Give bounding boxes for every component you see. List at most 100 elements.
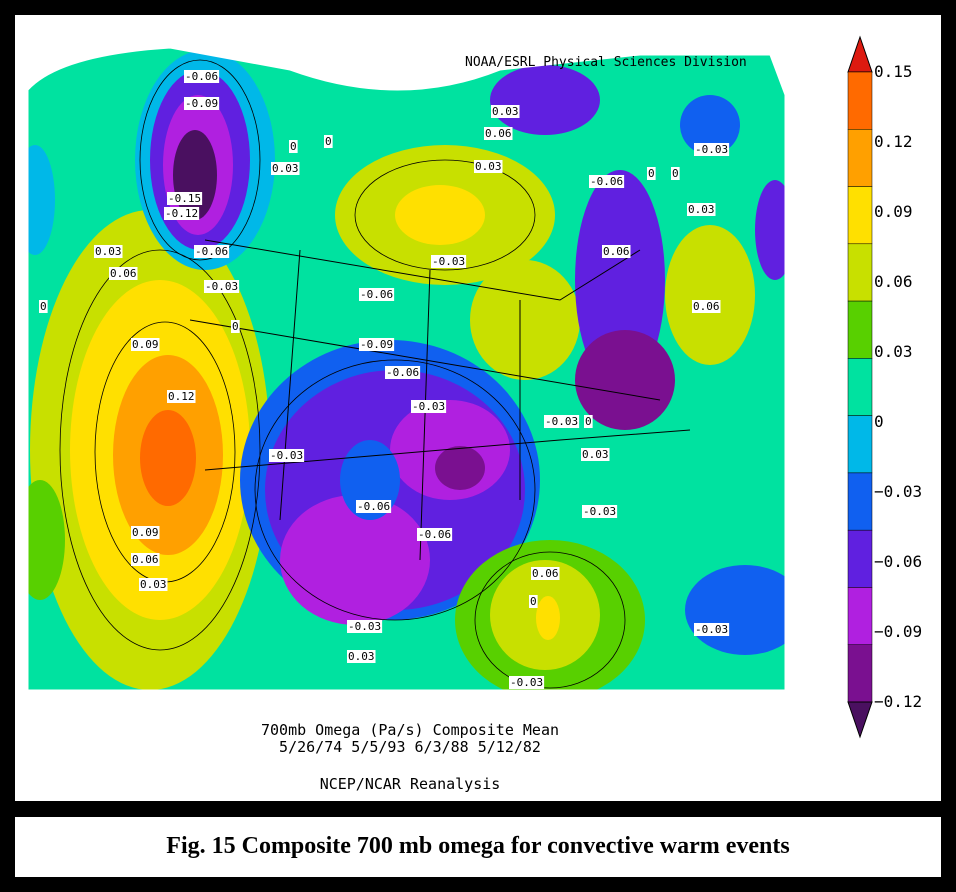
contour-label: 0 xyxy=(647,167,656,180)
contour-label: -0.03 xyxy=(269,449,305,462)
contour-labels: -0.06 -0.09 -0.15 -0.12 -0.06 -0.03 0.03 0.06 0 0… xyxy=(39,70,730,689)
contour-label: 0.03 xyxy=(139,578,168,591)
contour-label: 0 xyxy=(671,167,680,180)
svg-text:0.03: 0.03 xyxy=(492,105,519,118)
svg-text:-0.15: -0.15 xyxy=(168,192,201,205)
svg-text:0.03: 0.03 xyxy=(95,245,122,258)
contour-label: -0.15 xyxy=(167,192,203,205)
svg-text:-0.06: -0.06 xyxy=(185,70,218,83)
svg-text:0.12: 0.12 xyxy=(168,390,195,403)
svg-text:0: 0 xyxy=(290,140,297,153)
svg-text:-0.03: -0.03 xyxy=(583,505,616,518)
data-credit: NOAA/ESRL Physical Sciences Division xyxy=(465,55,747,70)
contour-label: -0.03 xyxy=(544,415,580,428)
contour-label: 0 xyxy=(324,135,333,148)
contour-label: 0 xyxy=(289,140,298,153)
svg-text:-0.03: -0.03 xyxy=(510,676,543,689)
contour-label: 0.06 xyxy=(692,300,721,313)
colorbar-tick-label: 0.12 xyxy=(874,132,913,151)
contour-label: -0.06 xyxy=(184,70,220,83)
svg-text:-0.06: -0.06 xyxy=(360,288,393,301)
svg-text:0.06: 0.06 xyxy=(532,567,559,580)
colorbar-tick-label: −0.03 xyxy=(874,482,923,501)
colorbar-segment xyxy=(847,300,873,359)
colorbar-max-arrow xyxy=(847,35,873,73)
colorbar-segment xyxy=(847,644,873,703)
contour-label: 0.03 xyxy=(347,650,376,663)
contour-label: -0.06 xyxy=(356,500,392,513)
title-line-1: 700mb Omega (Pa/s) Composite Mean xyxy=(260,721,559,739)
svg-text:0: 0 xyxy=(585,415,592,428)
svg-text:0.06: 0.06 xyxy=(603,245,630,258)
svg-text:-0.03: -0.03 xyxy=(432,255,465,268)
svg-text:0.06: 0.06 xyxy=(693,300,720,313)
source-label: NCEP/NCAR Reanalysis xyxy=(319,775,501,793)
svg-text:-0.09: -0.09 xyxy=(360,338,393,351)
contour-label: -0.03 xyxy=(204,280,240,293)
contour-label: 0.12 xyxy=(167,390,196,403)
contour-label: -0.03 xyxy=(694,143,730,156)
colorbar-tick-label: 0.09 xyxy=(874,202,913,221)
svg-text:-0.03: -0.03 xyxy=(695,143,728,156)
svg-text:0.03: 0.03 xyxy=(475,160,502,173)
svg-text:-0.09: -0.09 xyxy=(185,97,218,110)
contour-label: 0.06 xyxy=(109,267,138,280)
svg-text:0.03: 0.03 xyxy=(582,448,609,461)
svg-text:0: 0 xyxy=(648,167,655,180)
contour-label: -0.03 xyxy=(347,620,383,633)
contour-label: 0 xyxy=(529,595,538,608)
contour-label: -0.03 xyxy=(509,676,545,689)
svg-text:0.06: 0.06 xyxy=(132,553,159,566)
contour-label: -0.06 xyxy=(417,528,453,541)
svg-text:0.06: 0.06 xyxy=(485,127,512,140)
svg-text:0: 0 xyxy=(40,300,47,313)
contour-label: 0.03 xyxy=(581,448,610,461)
colorbar-min-arrow xyxy=(847,701,873,739)
svg-text:-0.03: -0.03 xyxy=(205,280,238,293)
contour-label: 0 xyxy=(584,415,593,428)
contour-label: 0.06 xyxy=(531,567,560,580)
svg-text:0: 0 xyxy=(232,320,239,333)
contour-label: 0.09 xyxy=(131,526,160,539)
colorbar-segment xyxy=(847,587,873,645)
contour-label: 0.06 xyxy=(484,127,513,140)
svg-text:0.06: 0.06 xyxy=(110,267,137,280)
contour-label: -0.03 xyxy=(411,400,447,413)
svg-text:-0.03: -0.03 xyxy=(695,623,728,636)
svg-text:0.09: 0.09 xyxy=(132,338,159,351)
contour-label: 0.03 xyxy=(687,203,716,216)
colorbar-tick-label: 0 xyxy=(874,412,884,431)
contour-label: -0.09 xyxy=(184,97,220,110)
contour-label: 0.06 xyxy=(602,245,631,258)
svg-text:0.03: 0.03 xyxy=(688,203,715,216)
contour-label: -0.06 xyxy=(359,288,395,301)
svg-text:0.03: 0.03 xyxy=(272,162,299,175)
colorbar-segment xyxy=(847,415,873,474)
svg-text:-0.06: -0.06 xyxy=(195,245,228,258)
svg-text:-0.06: -0.06 xyxy=(357,500,390,513)
svg-text:-0.06: -0.06 xyxy=(418,528,451,541)
colorbar-segment xyxy=(847,472,873,531)
svg-text:0.09: 0.09 xyxy=(132,526,159,539)
colorbar-segment xyxy=(847,358,873,416)
contour-label: 0 xyxy=(39,300,48,313)
contour-label: 0.03 xyxy=(271,162,300,175)
svg-text:0.03: 0.03 xyxy=(140,578,167,591)
colorbar-tick-label: −0.12 xyxy=(874,692,923,711)
colorbar-tick-label: 0.06 xyxy=(874,272,913,291)
contour-label: -0.03 xyxy=(582,505,618,518)
colorbar-segment xyxy=(847,129,873,187)
contour-label: -0.06 xyxy=(385,366,421,379)
contour-label: 0.03 xyxy=(474,160,503,173)
svg-text:-0.06: -0.06 xyxy=(386,366,419,379)
color-bar xyxy=(847,35,873,739)
contour-label: -0.06 xyxy=(589,175,625,188)
contour-label: 0.06 xyxy=(131,553,160,566)
svg-text:0: 0 xyxy=(672,167,679,180)
contour-label: -0.03 xyxy=(694,623,730,636)
contour-label: -0.03 xyxy=(431,255,467,268)
svg-text:-0.03: -0.03 xyxy=(412,400,445,413)
contour-label: -0.09 xyxy=(359,338,395,351)
svg-text:0.03: 0.03 xyxy=(348,650,375,663)
